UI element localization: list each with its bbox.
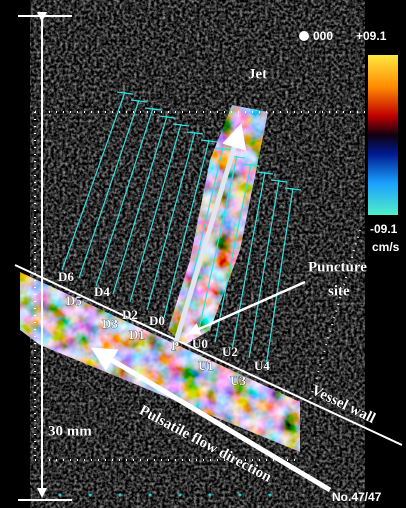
- scale-max: +09.1: [356, 29, 387, 43]
- scale-unit: cm/s: [372, 240, 400, 254]
- puncture-label: Puncture: [308, 259, 367, 275]
- site-label: U1: [198, 358, 214, 373]
- site-label: D2: [122, 307, 138, 322]
- scale-min: -09.1: [370, 222, 398, 236]
- depth-label: 30 mm: [48, 423, 92, 439]
- frame-indicator: 000: [313, 29, 333, 43]
- jet-label: Jet: [248, 66, 267, 82]
- site-label: D3: [102, 316, 118, 331]
- site-label: U4: [254, 358, 270, 373]
- site-label: U3: [230, 373, 246, 388]
- frame-dot: [299, 31, 309, 41]
- site-label: D6: [58, 269, 74, 284]
- site-label: D0: [149, 313, 165, 328]
- color-bar: [368, 55, 398, 215]
- site-label: D4: [94, 284, 110, 299]
- site-label: P: [171, 338, 179, 353]
- puncture-label: site: [328, 283, 350, 299]
- site-label: U0: [192, 336, 208, 351]
- frame-number: No.47/47: [332, 490, 382, 504]
- ultrasound-view: 000 +09.1 -09.1 cm/s Jet Puncture site V…: [0, 0, 406, 508]
- site-label: U2: [222, 344, 238, 359]
- site-label: D1: [129, 327, 145, 342]
- site-label: D5: [66, 293, 82, 308]
